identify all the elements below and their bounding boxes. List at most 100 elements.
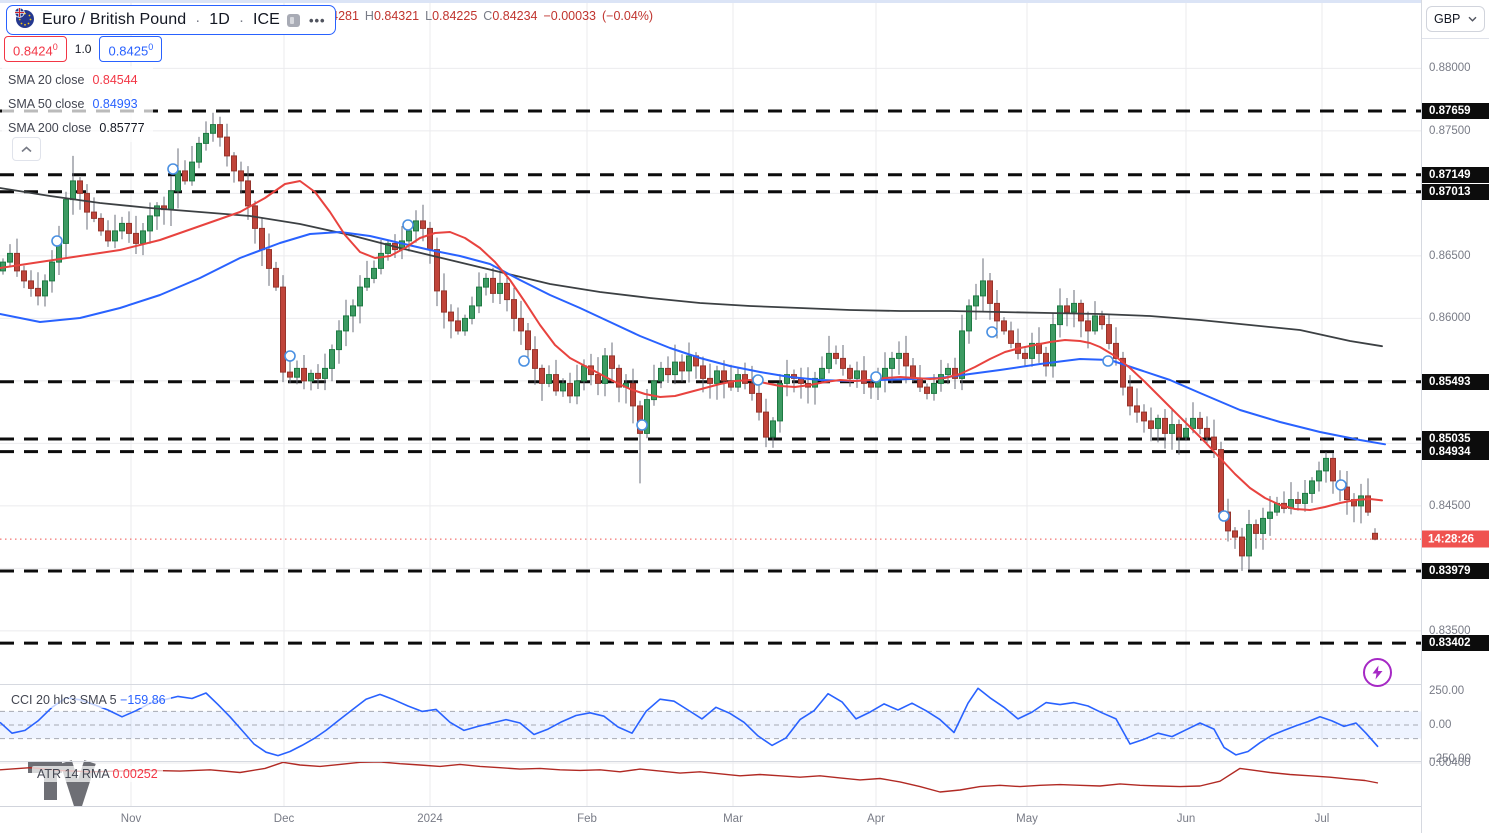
price-scale[interactable]: GBP 0.88000 0.87500 0.86500 0.86000 0.84500 0… [1421,0,1489,833]
sma-line-sma200[interactable] [0,187,1383,348]
ohlc-row: O0.84281H0.84321L0.84225C0.84234−0.00033… [304,9,659,23]
bid-price-badge[interactable]: 0.84240 [4,36,67,63]
symbol-chip[interactable]: Euro / British Pound · 1D · ICE ••• [6,5,336,35]
candle [343,299,349,347]
legend: Euro / British Pound · 1D · ICE ••• [6,5,336,35]
candle [350,299,356,333]
candle [1323,452,1329,483]
sma-legend-row[interactable]: SMA 20 close 0.84544 [8,68,145,92]
candle [812,371,818,405]
time-axis-label: 2024 [417,813,443,825]
candle [455,307,461,335]
price-level-badge: 0.85493 [1422,374,1489,390]
atr-indicator-label[interactable]: ATR 14 RMA 0.00252 [32,766,163,782]
currency-dropdown[interactable]: GBP [1426,6,1485,32]
candle [1358,483,1364,524]
candle [7,244,13,267]
event-marker-circle[interactable] [518,355,530,367]
event-marker-circle[interactable] [284,350,296,362]
candle [553,359,559,396]
event-marker-circle[interactable] [752,374,764,386]
ohlc-change: −0.00033 [543,9,596,23]
ask-price-badge[interactable]: 0.84250 [99,36,163,63]
candle [1246,509,1252,570]
candlestick-series [0,112,1378,571]
sma-line-sma20[interactable] [0,180,1383,511]
candle [322,353,328,391]
event-marker-circle[interactable] [636,419,648,431]
ohlc-high-value: 0.84321 [373,9,420,23]
ohlc-low-label: L [425,9,433,23]
candle [420,204,426,242]
sma-legend-value: 0.85777 [99,121,145,135]
candle [224,123,230,167]
legend-collapse-button[interactable] [12,137,41,161]
candle [973,283,979,320]
candle [1155,414,1161,443]
candle [252,200,258,244]
cci-scale-label: 0.00 [1429,719,1452,731]
candle [119,216,125,240]
candle [427,221,433,264]
candle [896,341,902,375]
candle [847,364,853,387]
candle [686,342,692,383]
price-levels[interactable] [0,109,1421,645]
atr-scale-label: 0.00400 [1429,757,1471,769]
time-axis-label: Dec [273,813,295,825]
ohlc-high-label: H [364,9,374,23]
candle [567,372,573,404]
candle [259,217,265,266]
candle [196,136,202,169]
candle [651,364,657,406]
candle [35,272,41,306]
event-marker-circle[interactable] [51,235,63,247]
price-scale-label: 0.86000 [1429,312,1471,324]
quote-row: 0.84240 1.0 0.84250 [4,36,163,63]
sma-legend-row[interactable]: SMA 50 close 0.84993 [8,92,145,116]
candle [1351,493,1357,523]
event-marker-circle[interactable] [1102,355,1114,367]
sma-legend-row[interactable]: SMA 200 close 0.85777 [8,116,145,140]
candle [546,365,552,388]
candle [1148,407,1154,442]
candle [217,116,223,147]
sma-line-sma50[interactable] [0,231,1386,446]
candle [203,121,209,151]
event-marker-circle[interactable] [402,219,414,231]
candle [1176,419,1182,455]
candle [77,177,83,210]
candle [868,378,874,399]
candle [903,335,909,384]
candle [154,202,160,230]
symbol-separator: · [195,11,201,29]
candle [210,112,216,142]
candle [1022,348,1028,366]
candle [308,369,314,391]
time-axis[interactable]: Nov Dec 2024 Feb Mar Apr May Jun Jul [0,806,1421,833]
candle [784,359,790,397]
candle [245,166,251,220]
candle [315,364,321,389]
event-marker-circle[interactable] [986,326,998,338]
symbol-timeframe[interactable]: 1D [209,11,230,28]
event-marker-circle[interactable] [1335,479,1347,491]
atr-line[interactable] [0,761,1379,793]
event-marker-circle[interactable] [1218,510,1230,522]
boost-button[interactable] [1363,658,1392,687]
candle [1309,477,1315,503]
candle [434,237,440,307]
cci-indicator-label[interactable]: CCI 20 hlc3 SMA 5 −159.86 [6,692,171,708]
event-markers [51,163,1347,522]
cci-line[interactable] [0,687,1379,757]
candle [1281,491,1287,514]
candle [266,233,272,286]
price-scale-label: 0.87500 [1429,125,1471,137]
more-options-button[interactable]: ••• [308,12,326,28]
candle [840,345,846,376]
candle [665,356,671,383]
event-marker-circle[interactable] [870,371,882,383]
event-marker-circle[interactable] [167,163,179,175]
ohlc-close-value: 0.84234 [492,9,538,23]
